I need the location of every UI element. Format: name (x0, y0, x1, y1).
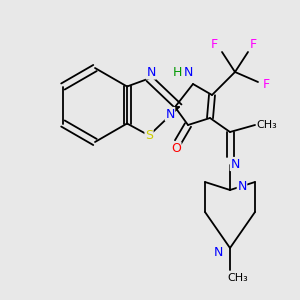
Text: F: F (210, 38, 218, 50)
Text: O: O (171, 142, 181, 155)
Text: F: F (249, 38, 256, 50)
Text: N: N (146, 66, 156, 79)
Text: N: N (230, 158, 240, 170)
Text: N: N (183, 65, 193, 79)
Text: H: H (172, 65, 182, 79)
Text: N: N (213, 245, 223, 259)
Text: CH₃: CH₃ (228, 273, 248, 283)
Text: F: F (262, 79, 270, 92)
Text: N: N (237, 179, 247, 193)
Text: N: N (165, 107, 175, 121)
Text: S: S (145, 129, 153, 142)
Text: CH₃: CH₃ (256, 120, 278, 130)
